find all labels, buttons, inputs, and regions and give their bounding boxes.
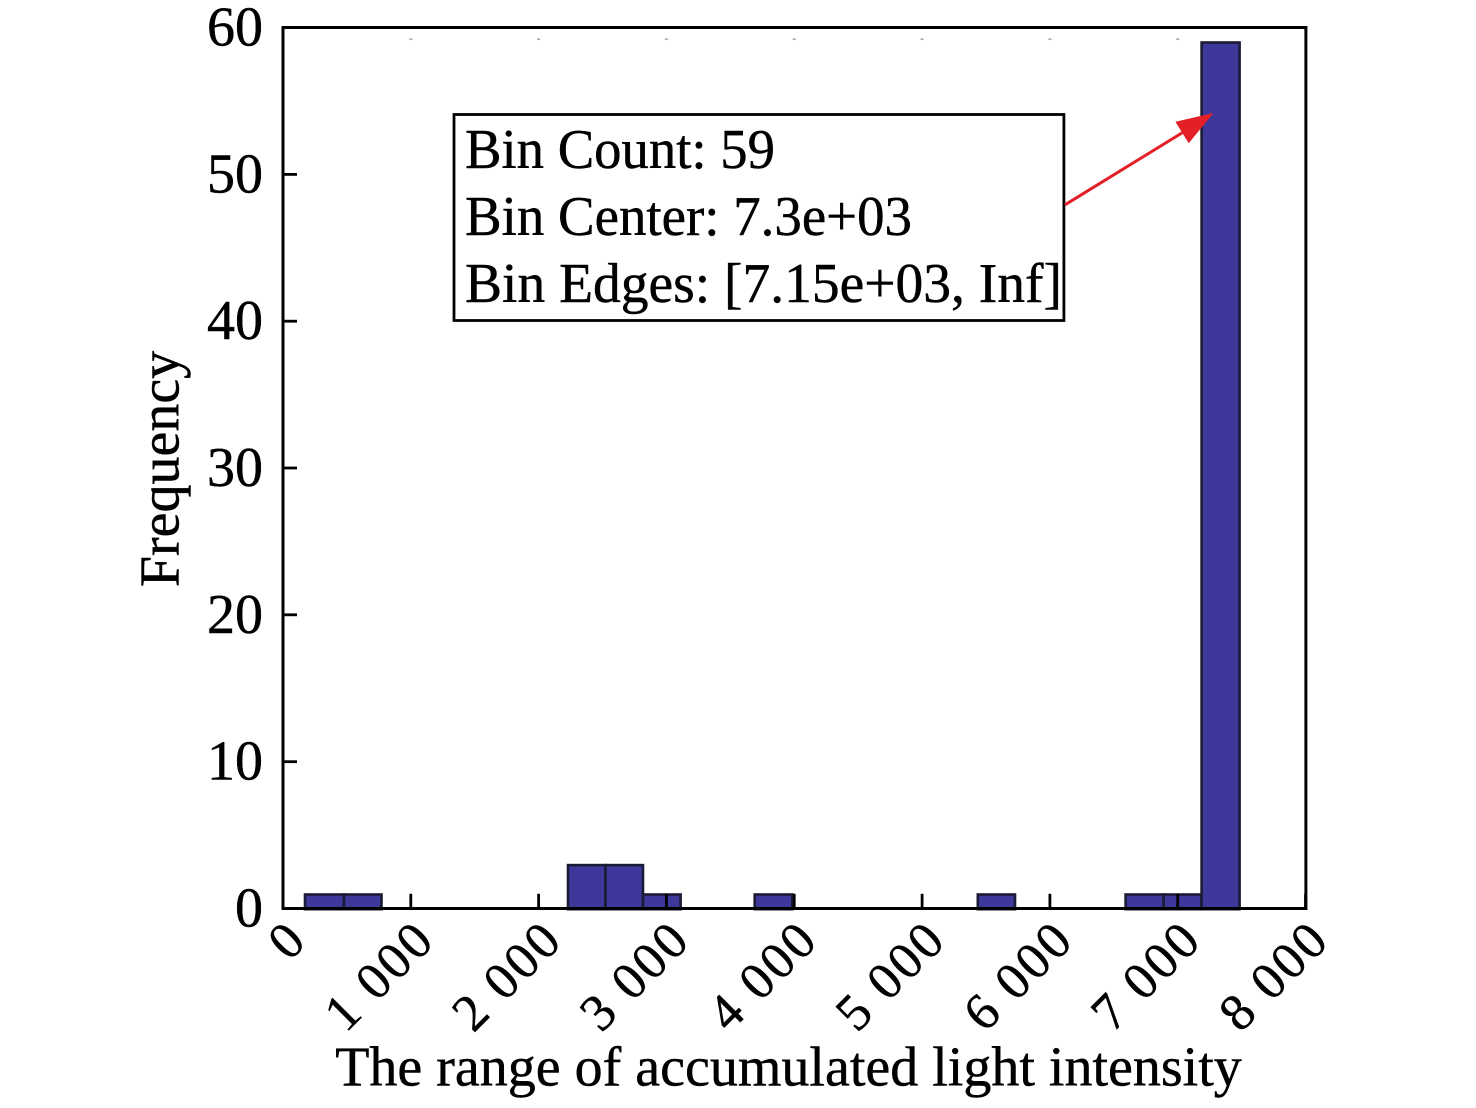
svg-text:Bin Center: 7.3e+03: Bin Center: 7.3e+03 — [465, 186, 912, 248]
svg-text:20: 20 — [207, 584, 263, 646]
svg-text:10: 10 — [207, 731, 263, 793]
svg-text:Bin Edges: [7.15e+03, Inf]: Bin Edges: [7.15e+03, Inf] — [465, 253, 1062, 315]
svg-text:60: 60 — [207, 0, 263, 59]
svg-text:30: 30 — [207, 437, 263, 499]
svg-text:50: 50 — [207, 143, 263, 205]
svg-text:40: 40 — [207, 290, 263, 352]
svg-text:The range of accumulated light: The range of accumulated light intensity — [335, 1037, 1242, 1099]
svg-text:0: 0 — [235, 878, 263, 940]
svg-text:Bin Count: 59: Bin Count: 59 — [465, 119, 775, 181]
svg-text:Frequency: Frequency — [129, 351, 191, 587]
